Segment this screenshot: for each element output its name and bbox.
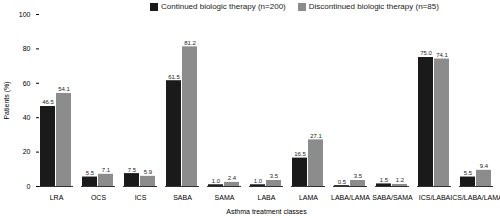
svg-text:SAMA: SAMA: [215, 194, 235, 201]
svg-text:SABA: SABA: [173, 194, 192, 201]
svg-text:0: 0: [27, 183, 31, 190]
svg-text:5.9: 5.9: [144, 169, 153, 175]
svg-text:OCS: OCS: [91, 194, 107, 201]
svg-text:LABA/LAMA: LABA/LAMA: [331, 194, 370, 201]
svg-text:46.5: 46.5: [42, 99, 54, 105]
svg-text:ICS: ICS: [135, 194, 147, 201]
svg-text:27.1: 27.1: [310, 133, 322, 139]
svg-text:1.0: 1.0: [212, 178, 221, 184]
svg-text:7.1: 7.1: [102, 167, 111, 173]
svg-text:3.5: 3.5: [270, 173, 279, 179]
svg-text:ICS/LABA: ICS/LABA: [419, 194, 451, 201]
svg-text:Asthma treatment classes: Asthma treatment classes: [226, 208, 307, 215]
svg-text:16.5: 16.5: [294, 151, 306, 157]
svg-text:20: 20: [23, 148, 31, 155]
svg-text:81.2: 81.2: [184, 40, 196, 46]
svg-text:Patients (%): Patients (%): [3, 81, 11, 119]
svg-text:80: 80: [23, 45, 31, 52]
html-text:Continued biologic therapy (n=: Continued biologic therapy (n=200): [161, 2, 286, 11]
svg-text:60: 60: [23, 80, 31, 87]
svg-text:3.5: 3.5: [354, 173, 363, 179]
svg-text:40: 40: [23, 114, 31, 121]
svg-text:2.4: 2.4: [228, 175, 237, 181]
svg-text:5.5: 5.5: [464, 170, 473, 176]
svg-text:1.0: 1.0: [254, 178, 263, 184]
svg-text:7.5: 7.5: [128, 167, 137, 173]
svg-text:5.5: 5.5: [86, 170, 95, 176]
svg-text:LABA: LABA: [258, 194, 276, 201]
svg-text:100: 100: [19, 11, 31, 18]
svg-text:LRA: LRA: [50, 194, 64, 201]
svg-text:75.0: 75.0: [420, 50, 432, 56]
svg-text:ICS/LABA/LAMA: ICS/LABA/LAMA: [450, 194, 500, 201]
svg-text:0.5: 0.5: [338, 179, 347, 185]
svg-text:74.1: 74.1: [436, 52, 448, 58]
svg-text:54.1: 54.1: [58, 86, 70, 92]
svg-text:61.5: 61.5: [168, 74, 180, 80]
svg-text:1.2: 1.2: [396, 177, 405, 183]
html-text:Discontinued biologic therapy: Discontinued biologic therapy (n=85): [308, 2, 439, 11]
svg-text:9.4: 9.4: [480, 163, 489, 169]
svg-text:LAMA: LAMA: [299, 194, 318, 201]
svg-text:1.5: 1.5: [380, 177, 389, 183]
svg-text:SABA/SAMA: SABA/SAMA: [372, 194, 413, 201]
